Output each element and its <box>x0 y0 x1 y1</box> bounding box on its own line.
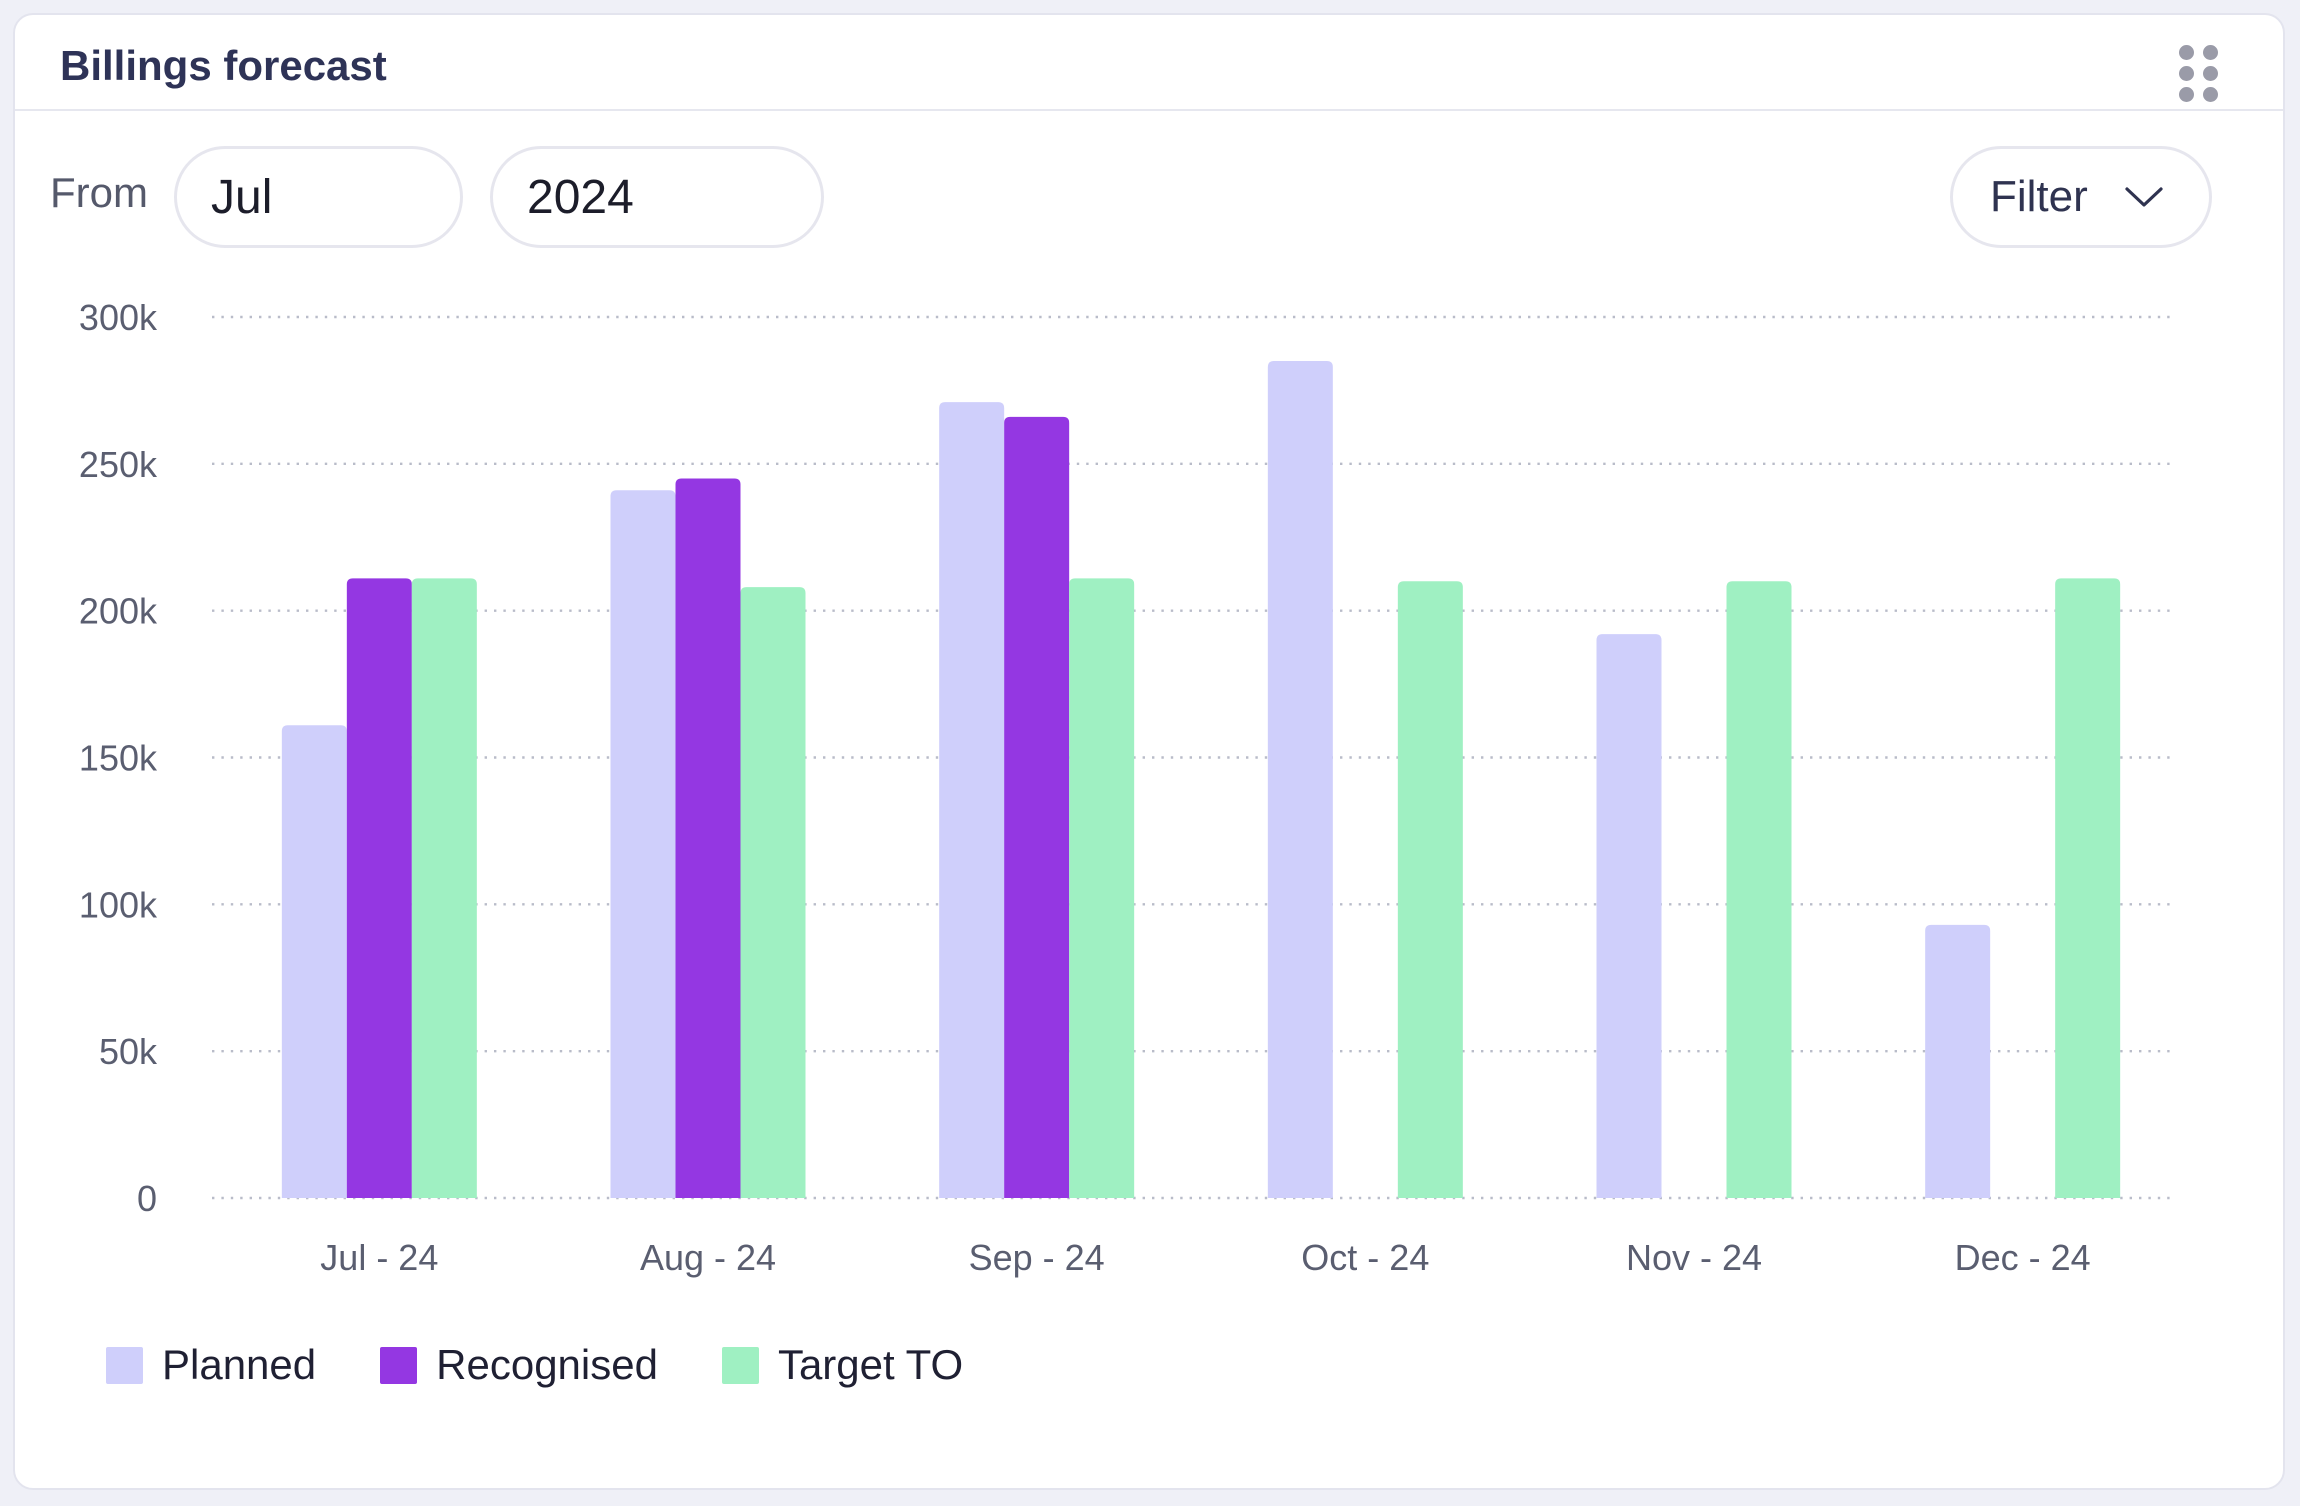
drag-handle-icon[interactable] <box>2172 38 2226 108</box>
bar-target-to[interactable] <box>411 578 477 1198</box>
filter-button[interactable]: Filter <box>1950 146 2212 248</box>
year-select-value: 2024 <box>527 170 634 224</box>
x-tick-label: Aug - 24 <box>640 1237 776 1278</box>
bar-planned[interactable] <box>1925 924 1991 1198</box>
bar-recognised[interactable] <box>1004 416 1070 1198</box>
legend-label: Target TO <box>777 1341 964 1388</box>
bar-target-to[interactable] <box>740 587 806 1198</box>
legend-label: Recognised <box>436 1341 658 1388</box>
year-select[interactable]: 2024 <box>490 146 824 248</box>
bar-planned[interactable] <box>610 490 676 1199</box>
legend-item-target-to[interactable]: Target TO <box>721 1341 964 1389</box>
bar-target-to[interactable] <box>1069 578 1135 1198</box>
legend-swatch <box>721 1346 759 1384</box>
chevron-down-icon <box>2125 187 2163 207</box>
x-tick-label: Oct - 24 <box>1301 1237 1429 1278</box>
legend-swatch <box>380 1346 418 1384</box>
card-header: Billings forecast <box>15 15 2283 111</box>
bar-target-to[interactable] <box>2055 578 2121 1198</box>
y-tick-label: 250k <box>79 444 158 485</box>
bar-recognised[interactable] <box>346 578 412 1198</box>
chart-legend: Planned Recognised Target TO <box>106 1335 1027 1395</box>
y-tick-label: 150k <box>79 738 158 779</box>
bar-planned[interactable] <box>1596 634 1662 1198</box>
legend-label: Planned <box>162 1341 317 1388</box>
y-tick-label: 50k <box>99 1031 158 1072</box>
month-select-value: Jul <box>211 170 273 224</box>
y-tick-label: 300k <box>79 297 158 338</box>
billings-forecast-card: Billings forecast From Jul 2024 Filter 0… <box>13 13 2285 1490</box>
bar-planned[interactable] <box>939 402 1005 1198</box>
bar-planned[interactable] <box>281 725 347 1198</box>
from-label: From <box>50 169 148 216</box>
legend-item-planned[interactable]: Planned <box>106 1341 316 1389</box>
y-tick-label: 0 <box>137 1178 157 1219</box>
bar-recognised[interactable] <box>675 478 741 1198</box>
y-tick-label: 100k <box>79 884 158 925</box>
filter-button-label: Filter <box>1990 172 2088 221</box>
y-tick-label: 200k <box>79 591 158 632</box>
card-title: Billings forecast <box>60 42 387 89</box>
bar-target-to[interactable] <box>1397 581 1463 1198</box>
billings-bar-chart: 0 50k 100k 150k 200k 250k 300k Jul - 24 Aug - 24… <box>79 297 2172 1278</box>
x-tick-label: Sep - 24 <box>969 1237 1105 1278</box>
x-tick-label: Nov - 24 <box>1626 1237 1762 1278</box>
x-tick-label: Jul - 24 <box>320 1237 438 1278</box>
x-tick-label: Dec - 24 <box>1955 1237 2091 1278</box>
bar-planned[interactable] <box>1267 361 1333 1198</box>
legend-item-recognised[interactable]: Recognised <box>380 1341 658 1389</box>
bar-target-to[interactable] <box>1726 581 1792 1198</box>
legend-swatch <box>106 1346 143 1384</box>
month-select[interactable]: Jul <box>174 146 463 248</box>
